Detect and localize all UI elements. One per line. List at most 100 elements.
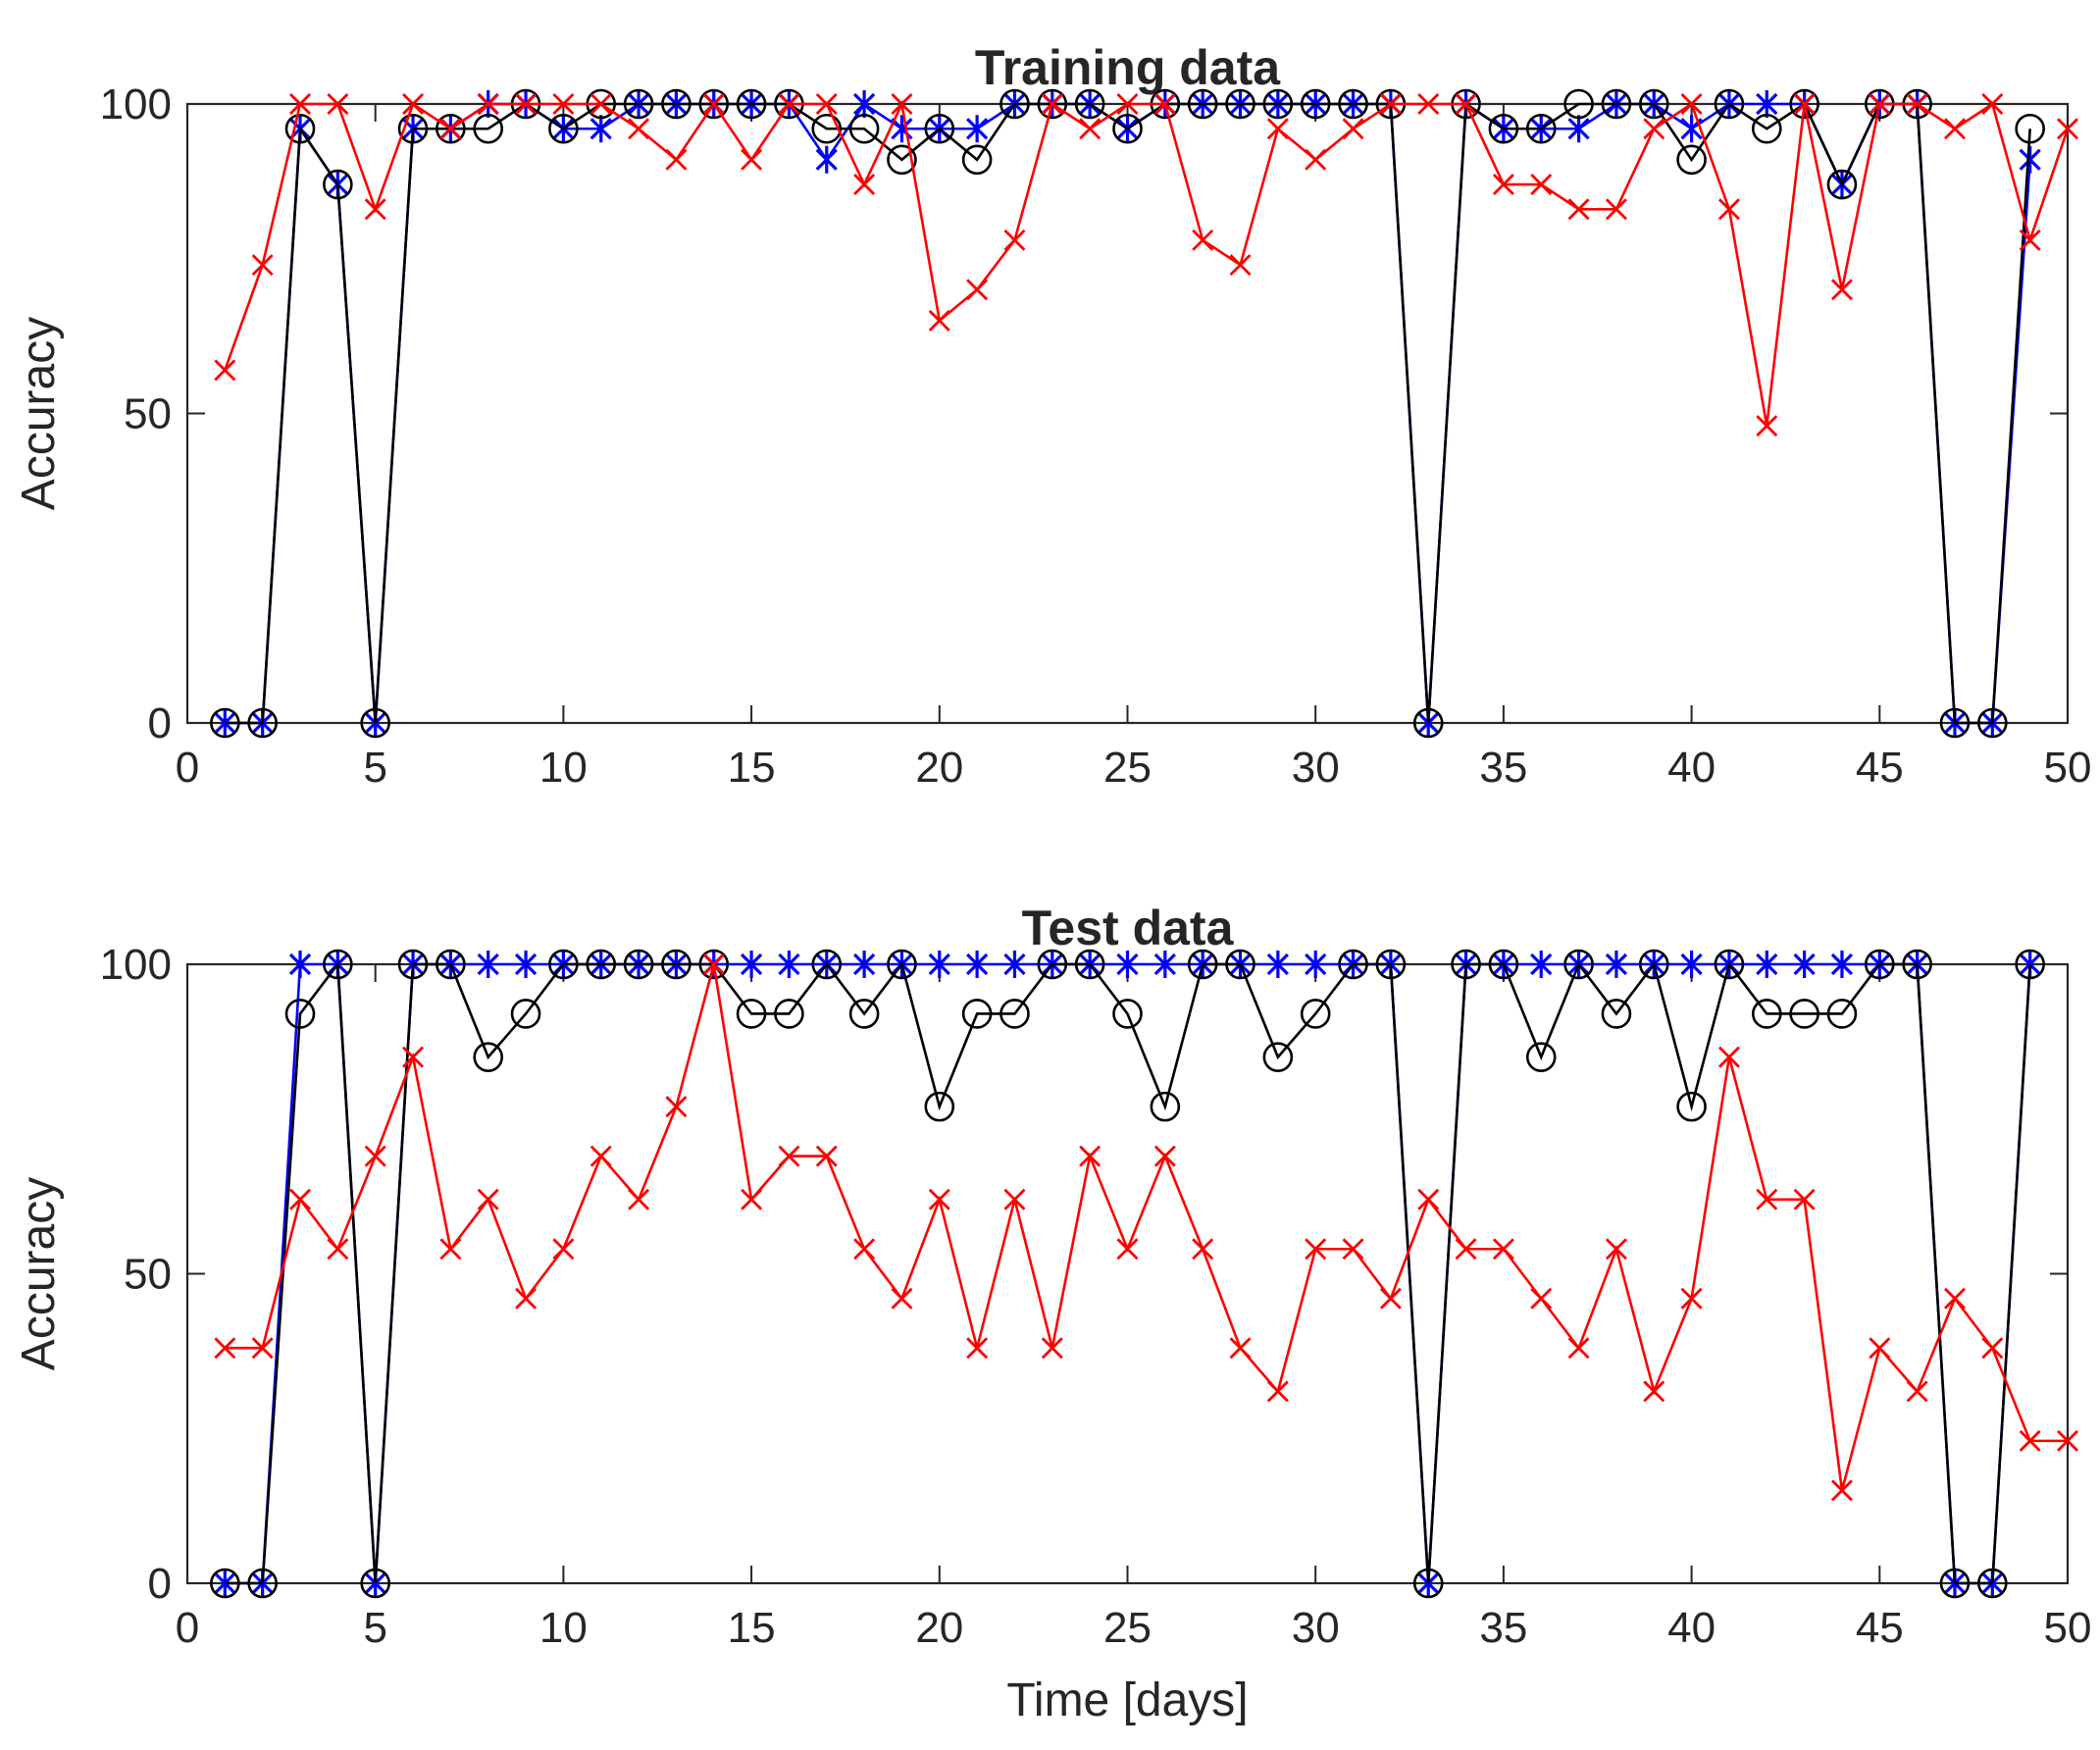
test-data-series-red-cross-point xyxy=(778,1145,800,1167)
test-data-series-red-cross-point xyxy=(1567,1337,1590,1360)
test-data-series-black-circle-point xyxy=(1338,949,1368,980)
training-data-series-red-cross-point xyxy=(1492,174,1514,196)
test-data-series-black-circle-point xyxy=(1187,949,1218,980)
test-data-series-black-circle-point xyxy=(623,949,654,980)
test-data-series-black-circle-point xyxy=(548,949,579,980)
test-data-series-red-cross-point xyxy=(966,1337,989,1360)
test-data-series-black-circle-point xyxy=(1074,949,1105,980)
test-data-series-black-circle-point xyxy=(999,999,1030,1029)
training-data-series-black-circle-point xyxy=(736,88,767,120)
test-data-series-black-circle-point xyxy=(1977,1568,2008,1599)
test-data-series-blue-asterisk-point xyxy=(1305,951,1327,978)
training-data-series-black-circle-point xyxy=(1262,88,1294,120)
test-data-xtick-label: 25 xyxy=(1103,1604,1152,1652)
training-data-xtick-label: 10 xyxy=(539,744,588,792)
test-data-axes-box xyxy=(185,962,2070,1585)
test-data-series-red-cross-point xyxy=(1417,1188,1440,1210)
test-data-series-black-circle-point xyxy=(1525,1042,1557,1072)
test-data-series-black-circle-point xyxy=(924,1091,955,1122)
training-data-series-black-circle-point xyxy=(1563,88,1594,120)
training-data-series-red-cross-point xyxy=(1305,148,1327,171)
test-data-series-black-circle-point xyxy=(1412,1568,1444,1599)
training-data-series-red-cross-point xyxy=(515,93,538,115)
test-data-series-blue-asterisk-point xyxy=(928,951,950,978)
test-data-series-red-cross-point xyxy=(1153,1145,1176,1167)
test-data-series-red-cross-point xyxy=(439,1238,462,1261)
test-data-series-black-circle-point xyxy=(1225,949,1255,980)
training-data-series-red-cross-point xyxy=(1229,254,1252,277)
test-data-series-black-circle-point xyxy=(1902,949,1932,980)
training-data-series-red-cross-point xyxy=(251,254,274,277)
training-data-series-red-cross-point xyxy=(1567,198,1590,221)
training-data-series-red-cross-point xyxy=(815,93,838,115)
training-data-ytick-label: 50 xyxy=(124,390,172,438)
test-data-series-black-circle-point xyxy=(698,949,730,980)
test-data-ytick-label: 0 xyxy=(148,1560,172,1608)
training-data-series-red-cross-point xyxy=(1643,118,1665,140)
test-data-series-black-circle-point xyxy=(961,999,993,1029)
training-data-series-blue-asterisk-point xyxy=(589,115,612,143)
training-data-series-red-cross-point xyxy=(2019,229,2041,251)
training-data-series-black-circle-point xyxy=(1714,88,1745,120)
training-data-xtick-label: 15 xyxy=(728,744,776,792)
training-data-series-black-circle-point xyxy=(2015,113,2045,144)
test-data-series-red-cross-point xyxy=(1943,1287,1966,1310)
test-data-series-black-circle-point xyxy=(1037,949,1068,980)
training-data-series-red-cross-point xyxy=(1530,174,1553,196)
test-data-series-red-cross-point xyxy=(1342,1238,1364,1261)
training-data-series-black-circle-point xyxy=(848,113,880,144)
training-data-series-red-cross-point xyxy=(402,93,425,115)
training-data-series-red-cross-point xyxy=(1830,279,1853,301)
test-data-series-red-cross-point xyxy=(1643,1380,1665,1403)
test-data-series-blue-asterisk-point xyxy=(740,951,763,978)
test-data-series-black-circle-point xyxy=(1112,999,1143,1029)
test-data-xtick-label: 45 xyxy=(1856,1604,1904,1652)
training-data-series-red-cross-point xyxy=(1342,118,1364,140)
training-data-series-red-cross-point xyxy=(891,93,913,115)
training-data-series-red-cross-point xyxy=(2057,118,2078,140)
test-data-series-red-cross-point xyxy=(1605,1238,1627,1261)
test-data-series-red-cross-line xyxy=(225,963,2068,1491)
test-data-series-blue-asterisk-point xyxy=(1793,951,1816,978)
test-data-series-red-cross-point xyxy=(1079,1145,1101,1167)
training-data-series-red-cross-point xyxy=(1605,198,1627,221)
training-data-series-red-cross-point xyxy=(702,93,725,115)
training-data-xtick-label: 35 xyxy=(1479,744,1527,792)
training-data-series-black-circle-point xyxy=(210,707,240,739)
test-data-series-red-cross-point xyxy=(1830,1479,1853,1502)
test-data-series-red-cross-point xyxy=(327,1238,349,1261)
test-data-series-red-cross-point xyxy=(628,1188,650,1210)
test-data-series-red-cross-point xyxy=(589,1145,612,1167)
training-data-series-red-cross-point xyxy=(214,359,236,382)
training-data-series-black-circle-point xyxy=(1187,88,1218,120)
training-data-series-red-cross-point xyxy=(327,93,349,115)
test-data-series-red-cross-point xyxy=(1530,1287,1553,1310)
training-data-series-red-cross-point xyxy=(1116,93,1139,115)
training-data-series-red-cross-point xyxy=(1906,93,1928,115)
test-data-series-blue-asterisk-point xyxy=(514,951,538,978)
training-data-series-black-circle-point xyxy=(548,113,579,144)
test-data-series-black-circle-point xyxy=(1826,999,1858,1029)
training-data-series-black-circle-point xyxy=(623,88,654,120)
test-data-series-red-cross-point xyxy=(2019,1429,2041,1452)
training-data-series-red-cross-point xyxy=(1379,93,1402,115)
test-data-series-blue-asterisk-point xyxy=(1756,951,1778,978)
test-data-series-black-circle-point xyxy=(473,1042,504,1072)
test-data-series-red-cross-point xyxy=(1756,1188,1778,1210)
test-data-series-red-cross-point xyxy=(289,1188,312,1210)
test-data-series-red-cross-point xyxy=(1455,1238,1477,1261)
test-data-series-black-circle-point xyxy=(1939,1568,1971,1599)
test-data-series-black-circle-point xyxy=(1300,999,1331,1029)
training-data-series-red-cross-point xyxy=(1680,93,1703,115)
test-data-series-red-cross-point xyxy=(853,1238,876,1261)
test-data-series-black-circle-point xyxy=(1789,999,1819,1029)
test-data-series-red-cross-point xyxy=(1266,1380,1289,1403)
test-data-series-black-circle-point xyxy=(736,999,767,1029)
test-data-series-black-circle-point xyxy=(1751,999,1782,1029)
test-data-series-black-circle-point xyxy=(1601,999,1632,1029)
test-data-series-red-cross-point xyxy=(1229,1337,1252,1360)
test-data-series-red-cross-point xyxy=(1192,1238,1214,1261)
training-data-series-black-circle-point xyxy=(323,169,353,200)
training-data-series-black-circle-point xyxy=(1300,88,1331,120)
